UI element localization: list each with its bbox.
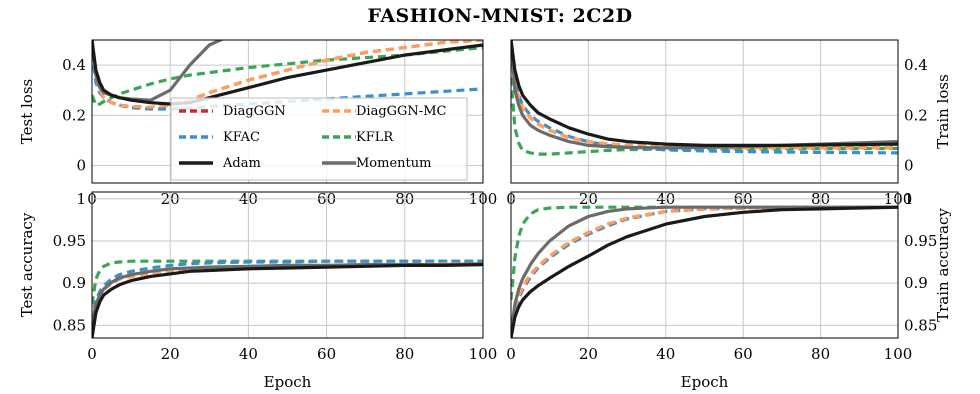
legend-label-kfac: KFAC (223, 130, 260, 145)
test-accuracy-series (92, 259, 483, 338)
train-accuracy-xtick-0: 0 (506, 345, 516, 363)
test-accuracy-line-diagggn-mc (92, 262, 483, 326)
train-loss-line-momentum (511, 40, 898, 150)
train-accuracy-xtick-20: 20 (579, 345, 598, 363)
train-accuracy-line-kflr (511, 205, 898, 301)
train-accuracy-series (511, 205, 898, 338)
legend-label-momentum: Momentum (356, 156, 431, 171)
test-loss-line-adam (92, 40, 483, 106)
test-accuracy-ylabel: Test accuracy (18, 212, 36, 317)
test-loss-line-diagggn-mc (92, 40, 483, 109)
train-accuracy-xtick-100: 100 (884, 345, 913, 363)
test-loss-frame (91, 39, 484, 184)
test-loss-ylabel: Test loss (18, 79, 36, 144)
test-accuracy-ytick-0-9: 0.9 (62, 274, 86, 292)
test-accuracy-frame (91, 191, 484, 339)
test-accuracy-panel: 0 20 40 60 80 100 0.85 0.9 0.95 1 Test accuracy Epo… (18, 190, 497, 391)
test-accuracy-line-kflr (92, 259, 483, 305)
train-accuracy-panel: 0 20 40 60 80 100 0.85 0.9 0.95 1 Train accuracy Ep… (506, 190, 952, 391)
test-accuracy-ytick-0-85: 0.85 (53, 316, 86, 334)
test-accuracy-ytick-1: 1 (76, 190, 86, 208)
test-loss-ytick-0-4: 0.4 (62, 56, 86, 74)
train-loss-line-adam (511, 40, 898, 147)
train-loss-ytick-0: 0 (904, 156, 914, 174)
test-accuracy-line-adam (92, 263, 483, 338)
test-accuracy-xlabel: Epoch (264, 373, 312, 391)
test-loss-line-kflr (92, 45, 483, 107)
train-accuracy-frame (510, 191, 899, 339)
train-accuracy-line-adam (511, 205, 898, 338)
train-loss-ylabel: Train loss (934, 74, 952, 149)
train-loss-frame (510, 39, 899, 184)
test-accuracy-line-momentum (92, 262, 483, 330)
train-loss-line-diagggn (511, 40, 898, 150)
legend-label-diagggn: DiagGGN (223, 104, 286, 119)
test-loss-ytick-0-2: 0.2 (62, 106, 86, 124)
legend: DiagGGN DiagGGN-MC KFAC KFLR Adam Momentum (170, 97, 468, 181)
train-accuracy-ytick-0-95: 0.95 (904, 232, 937, 250)
test-accuracy-xtick-0: 0 (87, 345, 97, 363)
test-accuracy-xtick-60: 60 (317, 345, 336, 363)
train-accuracy-xtick-40: 40 (656, 345, 675, 363)
train-accuracy-line-momentum (511, 205, 898, 335)
train-accuracy-ytick-0-9: 0.9 (904, 274, 928, 292)
test-accuracy-xtick-100: 100 (469, 345, 498, 363)
test-accuracy-xtick-40: 40 (239, 345, 258, 363)
legend-label-adam: Adam (222, 156, 261, 171)
test-loss-line-diagggn (92, 40, 483, 109)
test-accuracy-line-diagggn (92, 262, 483, 326)
train-accuracy-ytick-1: 1 (904, 190, 914, 208)
train-accuracy-ytick-0-85: 0.85 (904, 316, 937, 334)
test-accuracy-xtick-20: 20 (161, 345, 180, 363)
figure-title: FASHION-MNIST: 2C2D (367, 5, 632, 27)
legend-label-diagggn-mc: DiagGGN-MC (356, 104, 447, 119)
test-loss-ytick-0: 0 (76, 156, 86, 174)
legend-box (170, 97, 468, 181)
test-loss-line-momentum (92, 40, 225, 102)
train-loss-line-kfac (511, 44, 898, 155)
train-accuracy-xtick-80: 80 (811, 345, 830, 363)
legend-label-kflr: KFLR (356, 130, 394, 145)
test-accuracy-ytick-0-95: 0.95 (53, 232, 86, 250)
train-loss-series (511, 40, 898, 156)
train-accuracy-xlabel: Epoch (681, 373, 729, 391)
train-loss-ytick-0-4: 0.4 (904, 56, 928, 74)
test-accuracy-xtick-80: 80 (395, 345, 414, 363)
train-accuracy-ylabel: Train accuracy (934, 208, 952, 322)
train-loss-ytick-0-2: 0.2 (904, 106, 928, 124)
train-loss-line-diagggn-mc (511, 40, 898, 150)
train-accuracy-xtick-60: 60 (734, 345, 753, 363)
test-accuracy-line-kfac (92, 259, 483, 322)
